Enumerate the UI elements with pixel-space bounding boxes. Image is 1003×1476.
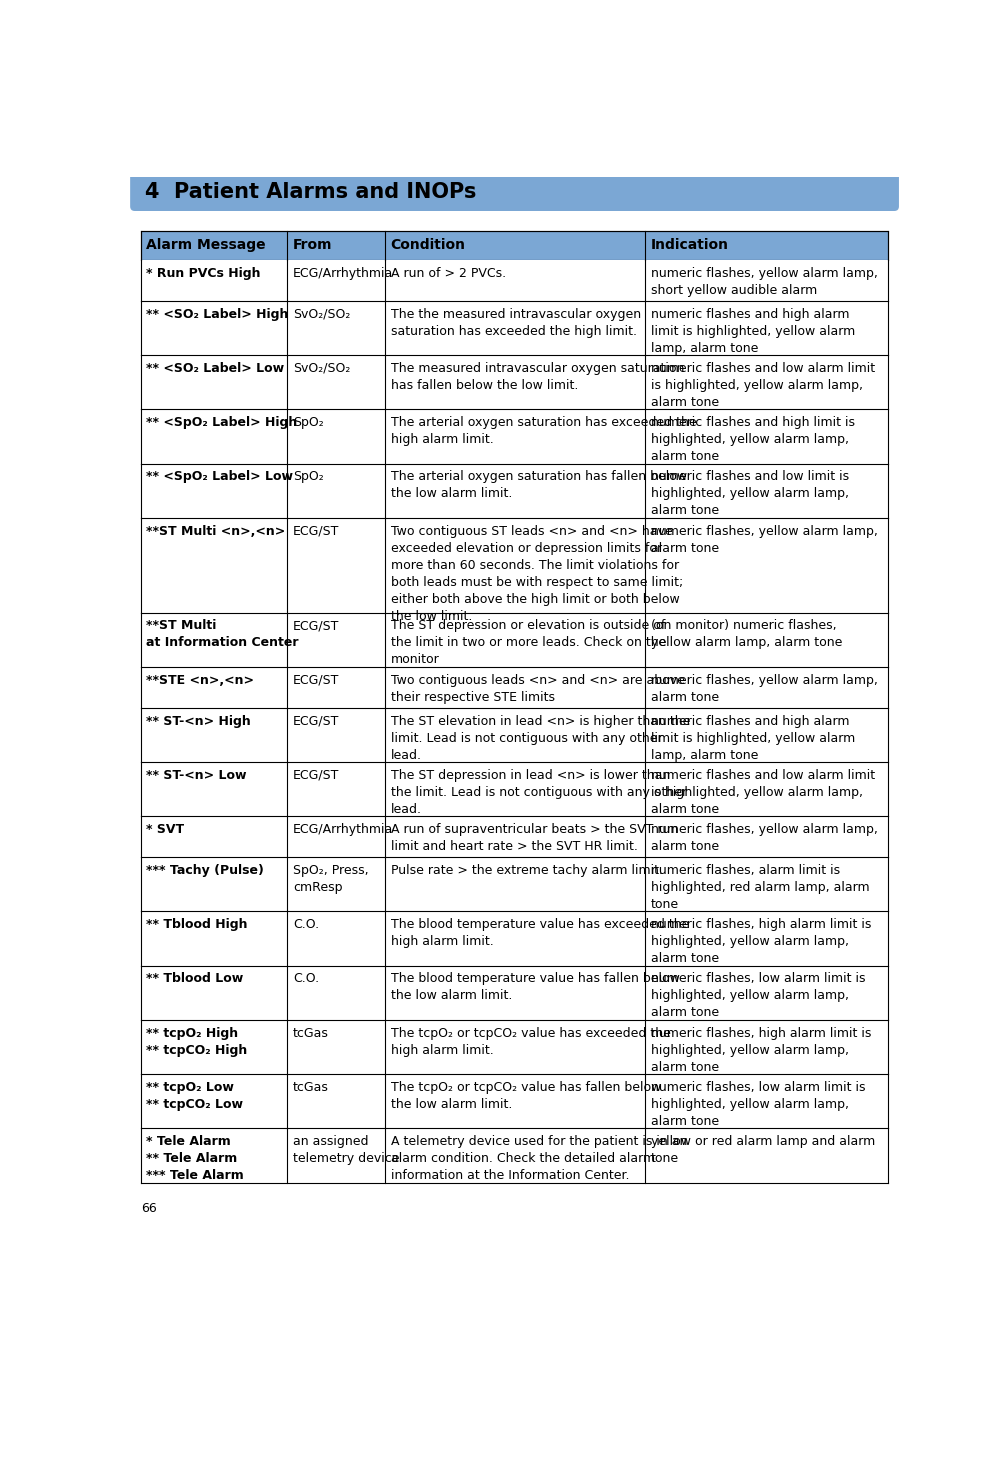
- Text: Condition: Condition: [390, 239, 465, 252]
- Text: numeric flashes, low alarm limit is
highlighted, yellow alarm lamp,
alarm tone: numeric flashes, low alarm limit is high…: [650, 1080, 865, 1128]
- Text: tcGas: tcGas: [293, 1080, 328, 1094]
- Text: **ST Multi
at Information Center: **ST Multi at Information Center: [146, 620, 299, 649]
- Text: The ST depression in lead <n> is lower than
the limit. Lead is not contiguous wi: The ST depression in lead <n> is lower t…: [390, 769, 686, 816]
- Text: SpO₂, Press,
cmResp: SpO₂, Press, cmResp: [293, 863, 368, 894]
- Text: SpO₂: SpO₂: [293, 416, 323, 430]
- Bar: [140, 1020, 888, 1075]
- Text: The ST elevation in lead <n> is higher than the
limit. Lead is not contiguous wi: The ST elevation in lead <n> is higher t…: [390, 714, 689, 762]
- Text: ECG/Arrhythmia: ECG/Arrhythmia: [293, 824, 393, 835]
- Bar: [140, 707, 888, 762]
- Bar: [140, 1129, 888, 1182]
- Text: yellow or red alarm lamp and alarm
tone: yellow or red alarm lamp and alarm tone: [650, 1135, 874, 1166]
- Text: (on monitor) numeric flashes,
yellow alarm lamp, alarm tone: (on monitor) numeric flashes, yellow ala…: [650, 620, 842, 649]
- Text: ECG/ST: ECG/ST: [293, 525, 339, 537]
- Text: The arterial oxygen saturation has exceeded the
high alarm limit.: The arterial oxygen saturation has excee…: [390, 416, 696, 446]
- Text: ** tcpO₂ Low
** tcpCO₂ Low: ** tcpO₂ Low ** tcpCO₂ Low: [146, 1080, 243, 1111]
- Text: The tcpO₂ or tcpCO₂ value has fallen below
the low alarm limit.: The tcpO₂ or tcpCO₂ value has fallen bel…: [390, 1080, 660, 1111]
- Text: an assigned
telemetry device: an assigned telemetry device: [293, 1135, 399, 1166]
- Text: ** ST-<n> High: ** ST-<n> High: [146, 714, 251, 728]
- Text: numeric flashes and low alarm limit
is highlighted, yellow alarm lamp,
alarm ton: numeric flashes and low alarm limit is h…: [650, 769, 874, 816]
- Text: ** <SpO₂ Label> High: ** <SpO₂ Label> High: [146, 416, 297, 430]
- Text: numeric flashes, high alarm limit is
highlighted, yellow alarm lamp,
alarm tone: numeric flashes, high alarm limit is hig…: [650, 918, 871, 965]
- Bar: [140, 463, 888, 518]
- Text: The arterial oxygen saturation has fallen below
the low alarm limit.: The arterial oxygen saturation has falle…: [390, 471, 686, 500]
- Text: 4  Patient Alarms and INOPs: 4 Patient Alarms and INOPs: [144, 182, 475, 202]
- Text: The the measured intravascular oxygen
saturation has exceeded the high limit.: The the measured intravascular oxygen sa…: [390, 307, 640, 338]
- Text: ECG/ST: ECG/ST: [293, 620, 339, 632]
- Text: ** Tblood Low: ** Tblood Low: [146, 973, 244, 986]
- Text: numeric flashes, yellow alarm lamp,
alarm tone: numeric flashes, yellow alarm lamp, alar…: [650, 525, 877, 555]
- Bar: [140, 1075, 888, 1129]
- Bar: [140, 858, 888, 911]
- Text: tcGas: tcGas: [293, 1027, 328, 1039]
- Text: **ST Multi <n>,<n>: **ST Multi <n>,<n>: [146, 525, 286, 537]
- Text: numeric flashes and high alarm
limit is highlighted, yellow alarm
lamp, alarm to: numeric flashes and high alarm limit is …: [650, 714, 855, 762]
- Bar: [140, 354, 888, 409]
- Text: A telemetry device used for the patient is in an
alarm condition. Check the deta: A telemetry device used for the patient …: [390, 1135, 686, 1182]
- Text: A run of > 2 PVCs.: A run of > 2 PVCs.: [390, 267, 506, 280]
- Text: ** <SO₂ Label> High: ** <SO₂ Label> High: [146, 307, 289, 320]
- Text: ** Tblood High: ** Tblood High: [146, 918, 248, 931]
- Text: *** Tachy (Pulse): *** Tachy (Pulse): [146, 863, 264, 877]
- Text: **STE <n>,<n>: **STE <n>,<n>: [146, 673, 254, 686]
- Bar: [140, 232, 888, 260]
- Bar: [140, 260, 888, 301]
- Text: numeric flashes and low alarm limit
is highlighted, yellow alarm lamp,
alarm ton: numeric flashes and low alarm limit is h…: [650, 362, 874, 409]
- Text: SvO₂/SO₂: SvO₂/SO₂: [293, 362, 350, 375]
- Text: ** <SO₂ Label> Low: ** <SO₂ Label> Low: [146, 362, 284, 375]
- Text: The ST depression or elevation is outside of
the limit in two or more leads. Che: The ST depression or elevation is outsid…: [390, 620, 665, 667]
- Bar: [140, 518, 888, 613]
- Text: The blood temperature value has exceeded the
high alarm limit.: The blood temperature value has exceeded…: [390, 918, 688, 948]
- Text: ECG/ST: ECG/ST: [293, 673, 339, 686]
- Text: numeric flashes, low alarm limit is
highlighted, yellow alarm lamp,
alarm tone: numeric flashes, low alarm limit is high…: [650, 973, 865, 1020]
- Text: SpO₂: SpO₂: [293, 471, 323, 484]
- Text: ** ST-<n> Low: ** ST-<n> Low: [146, 769, 247, 782]
- Bar: [140, 965, 888, 1020]
- Text: SvO₂/SO₂: SvO₂/SO₂: [293, 307, 350, 320]
- Text: ** <SpO₂ Label> Low: ** <SpO₂ Label> Low: [146, 471, 293, 484]
- Text: numeric flashes, yellow alarm lamp,
alarm tone: numeric flashes, yellow alarm lamp, alar…: [650, 824, 877, 853]
- Text: numeric flashes, yellow alarm lamp,
alarm tone: numeric flashes, yellow alarm lamp, alar…: [650, 673, 877, 704]
- Text: Alarm Message: Alarm Message: [146, 239, 266, 252]
- Text: The blood temperature value has fallen below
the low alarm limit.: The blood temperature value has fallen b…: [390, 973, 679, 1002]
- Text: numeric flashes and high alarm
limit is highlighted, yellow alarm
lamp, alarm to: numeric flashes and high alarm limit is …: [650, 307, 855, 354]
- Text: The measured intravascular oxygen saturation
has fallen below the low limit.: The measured intravascular oxygen satura…: [390, 362, 683, 391]
- Text: * SVT: * SVT: [146, 824, 185, 835]
- Text: * Run PVCs High: * Run PVCs High: [146, 267, 261, 280]
- Text: A run of supraventricular beats > the SVT run
limit and heart rate > the SVT HR : A run of supraventricular beats > the SV…: [390, 824, 677, 853]
- Text: Indication: Indication: [650, 239, 728, 252]
- Text: numeric flashes and high limit is
highlighted, yellow alarm lamp,
alarm tone: numeric flashes and high limit is highli…: [650, 416, 854, 463]
- Text: 66: 66: [140, 1201, 156, 1215]
- Text: From: From: [293, 239, 332, 252]
- Bar: [140, 409, 888, 463]
- Bar: [140, 301, 888, 354]
- Text: ECG/ST: ECG/ST: [293, 714, 339, 728]
- Text: C.O.: C.O.: [293, 973, 319, 986]
- Text: * Tele Alarm
** Tele Alarm
*** Tele Alarm: * Tele Alarm ** Tele Alarm *** Tele Alar…: [146, 1135, 244, 1182]
- Bar: [140, 816, 888, 858]
- Text: ECG/Arrhythmia: ECG/Arrhythmia: [293, 267, 393, 280]
- Text: C.O.: C.O.: [293, 918, 319, 931]
- Bar: [140, 762, 888, 816]
- Text: numeric flashes, yellow alarm lamp,
short yellow audible alarm: numeric flashes, yellow alarm lamp, shor…: [650, 267, 877, 297]
- FancyBboxPatch shape: [130, 173, 898, 211]
- Text: Two contiguous ST leads <n> and <n> have
exceeded elevation or depression limits: Two contiguous ST leads <n> and <n> have…: [390, 525, 682, 623]
- Text: ECG/ST: ECG/ST: [293, 769, 339, 782]
- Text: numeric flashes, high alarm limit is
highlighted, yellow alarm lamp,
alarm tone: numeric flashes, high alarm limit is hig…: [650, 1027, 871, 1073]
- Text: ** tcpO₂ High
** tcpCO₂ High: ** tcpO₂ High ** tcpCO₂ High: [146, 1027, 248, 1057]
- Bar: [140, 667, 888, 707]
- Text: Two contiguous leads <n> and <n> are above
their respective STE limits: Two contiguous leads <n> and <n> are abo…: [390, 673, 684, 704]
- Text: The tcpO₂ or tcpCO₂ value has exceeded the
high alarm limit.: The tcpO₂ or tcpCO₂ value has exceeded t…: [390, 1027, 670, 1057]
- Text: numeric flashes, alarm limit is
highlighted, red alarm lamp, alarm
tone: numeric flashes, alarm limit is highligh…: [650, 863, 869, 911]
- Bar: [140, 911, 888, 965]
- Bar: [140, 613, 888, 667]
- Text: Pulse rate > the extreme tachy alarm limit.: Pulse rate > the extreme tachy alarm lim…: [390, 863, 662, 877]
- Text: numeric flashes and low limit is
highlighted, yellow alarm lamp,
alarm tone: numeric flashes and low limit is highlig…: [650, 471, 848, 518]
